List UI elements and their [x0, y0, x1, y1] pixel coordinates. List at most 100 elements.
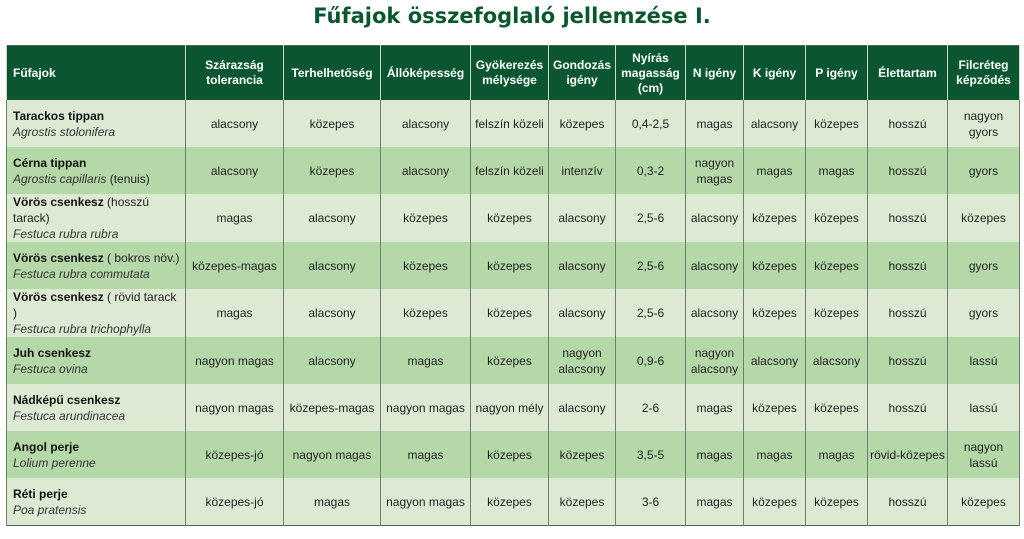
- cell-k-need: alacsony: [743, 337, 806, 384]
- cell-lifespan: hosszú: [867, 194, 948, 242]
- cell-load-capacity: közepes: [283, 147, 381, 194]
- common-name: Nádképű csenkesz: [13, 392, 121, 407]
- cell-thatch: gyors: [947, 289, 1020, 337]
- latin-name-note: (tenuis): [106, 171, 150, 186]
- cell-load-capacity: alacsony: [283, 337, 381, 384]
- cell-n-need: nagyon magas: [685, 147, 744, 194]
- latin-name: Agrostis capillaris: [13, 171, 107, 186]
- species-cell: Angol perje Lolium perenne: [6, 431, 186, 478]
- cell-p-need: közepes: [805, 289, 868, 337]
- cell-p-need: magas: [805, 431, 868, 478]
- species-cell: Cérna tippan Agrostis capillaris (tenuis…: [6, 147, 186, 194]
- cell-maintenance: alacsony: [548, 242, 616, 289]
- cell-p-need: közepes: [805, 478, 868, 526]
- cell-n-need: alacsony: [685, 289, 744, 337]
- cell-endurance: nagyon magas: [380, 478, 471, 526]
- cell-maintenance: közepes: [548, 478, 616, 526]
- cell-p-need: közepes: [805, 242, 868, 289]
- cell-root-depth: közepes: [470, 478, 549, 526]
- cell-endurance: magas: [380, 431, 471, 478]
- cell-load-capacity: közepes: [283, 100, 381, 147]
- latin-name: Festuca rubra rubra: [13, 227, 119, 241]
- latin-name: Agrostis stolonifera: [13, 124, 116, 139]
- column-header-drought-tolerance: Szárazság tolerancia: [185, 45, 284, 100]
- cell-lifespan: hosszú: [867, 100, 948, 147]
- cell-k-need: közepes: [743, 384, 806, 431]
- cell-thatch: gyors: [947, 147, 1020, 194]
- cell-thatch: nagyon lassú: [947, 431, 1020, 478]
- cell-n-need: alacsony: [685, 194, 744, 242]
- cell-mowing-height: 0,9-6: [615, 337, 686, 384]
- cell-k-need: magas: [743, 147, 806, 194]
- cell-endurance: közepes: [380, 242, 471, 289]
- cell-thatch: lassú: [947, 337, 1020, 384]
- common-name-note: ( rövid tarack ): [13, 290, 177, 320]
- column-header-maintenance: Gondozás igény: [548, 45, 616, 100]
- cell-k-need: közepes: [743, 289, 806, 337]
- cell-endurance: alacsony: [380, 147, 471, 194]
- common-name: Vörös csenkesz: [13, 290, 104, 304]
- table-row: Nádképű csenkesz Festuca arundinacea nag…: [6, 384, 1020, 431]
- cell-lifespan: hosszú: [867, 384, 948, 431]
- cell-maintenance: alacsony: [548, 289, 616, 337]
- cell-endurance: magas: [380, 337, 471, 384]
- latin-name: Poa pratensis: [13, 502, 87, 517]
- cell-drought-tolerance: magas: [185, 289, 284, 337]
- cell-n-need: magas: [685, 100, 744, 147]
- cell-maintenance: közepes: [548, 100, 616, 147]
- cell-maintenance: alacsony: [548, 384, 616, 431]
- cell-maintenance: nagyon alacsony: [548, 337, 616, 384]
- cell-drought-tolerance: közepes-magas: [185, 242, 284, 289]
- cell-n-need: nagyon alacsony: [685, 337, 744, 384]
- latin-name: Festuca ovina: [13, 361, 88, 376]
- cell-maintenance: közepes: [548, 431, 616, 478]
- cell-lifespan: hosszú: [867, 289, 948, 337]
- cell-p-need: közepes: [805, 100, 868, 147]
- table-row: Vörös csenkesz ( rövid tarack ) Festuca …: [6, 289, 1020, 337]
- cell-load-capacity: alacsony: [283, 242, 381, 289]
- cell-drought-tolerance: alacsony: [185, 100, 284, 147]
- column-header-k-need: K igény: [743, 45, 806, 100]
- species-cell: Vörös csenkesz ( rövid tarack ) Festuca …: [6, 289, 186, 337]
- cell-thatch: közepes: [947, 194, 1020, 242]
- table-row: Vörös csenkesz ( bokros növ.) Festuca ru…: [6, 242, 1020, 289]
- cell-load-capacity: alacsony: [283, 194, 381, 242]
- latin-name: Lolium perenne: [13, 455, 96, 470]
- table-row: Juh csenkesz Festuca ovina nagyon magas a…: [6, 337, 1020, 384]
- cell-load-capacity: magas: [283, 478, 381, 526]
- cell-p-need: közepes: [805, 194, 868, 242]
- column-header-thatch: Filcréteg képződés: [947, 45, 1020, 100]
- cell-mowing-height: 2-6: [615, 384, 686, 431]
- cell-root-depth: felszín közeli: [470, 147, 549, 194]
- cell-drought-tolerance: közepes-jó: [185, 478, 284, 526]
- cell-mowing-height: 0,3-2: [615, 147, 686, 194]
- cell-root-depth: közepes: [470, 337, 549, 384]
- species-cell: Vörös csenkesz (hosszú tarack) Festuca r…: [6, 194, 186, 242]
- table-row: Cérna tippan Agrostis capillaris (tenuis…: [6, 147, 1020, 194]
- cell-root-depth: közepes: [470, 431, 549, 478]
- cell-endurance: alacsony: [380, 100, 471, 147]
- cell-mowing-height: 2,5-6: [615, 242, 686, 289]
- cell-lifespan: hosszú: [867, 147, 948, 194]
- page-title: Fűfajok összefoglaló jellemzése I.: [313, 4, 711, 28]
- column-header-mowing-height: Nyírás magasság (cm): [615, 45, 686, 100]
- cell-root-depth: közepes: [470, 194, 549, 242]
- cell-n-need: magas: [685, 431, 744, 478]
- table-row: Angol perje Lolium perenne közepes-jó nag…: [6, 431, 1020, 478]
- cell-k-need: közepes: [743, 478, 806, 526]
- cell-p-need: közepes: [805, 384, 868, 431]
- cell-maintenance: intenzív: [548, 147, 616, 194]
- common-name: Angol perje: [13, 439, 80, 454]
- cell-drought-tolerance: nagyon magas: [185, 337, 284, 384]
- cell-root-depth: nagyon mély: [470, 384, 549, 431]
- cell-p-need: alacsony: [805, 337, 868, 384]
- cell-drought-tolerance: közepes-jó: [185, 431, 284, 478]
- cell-lifespan: hosszú: [867, 242, 948, 289]
- latin-name: Festuca rubra commutata: [13, 266, 150, 281]
- column-header-lifespan: Élettartam: [867, 45, 948, 100]
- cell-k-need: alacsony: [743, 100, 806, 147]
- cell-n-need: magas: [685, 478, 744, 526]
- species-cell: Tarackos tippan Agrostis stolonifera: [6, 100, 186, 147]
- column-header-species: Fűfajok: [6, 45, 186, 100]
- common-name: Tarackos tippan: [13, 108, 105, 123]
